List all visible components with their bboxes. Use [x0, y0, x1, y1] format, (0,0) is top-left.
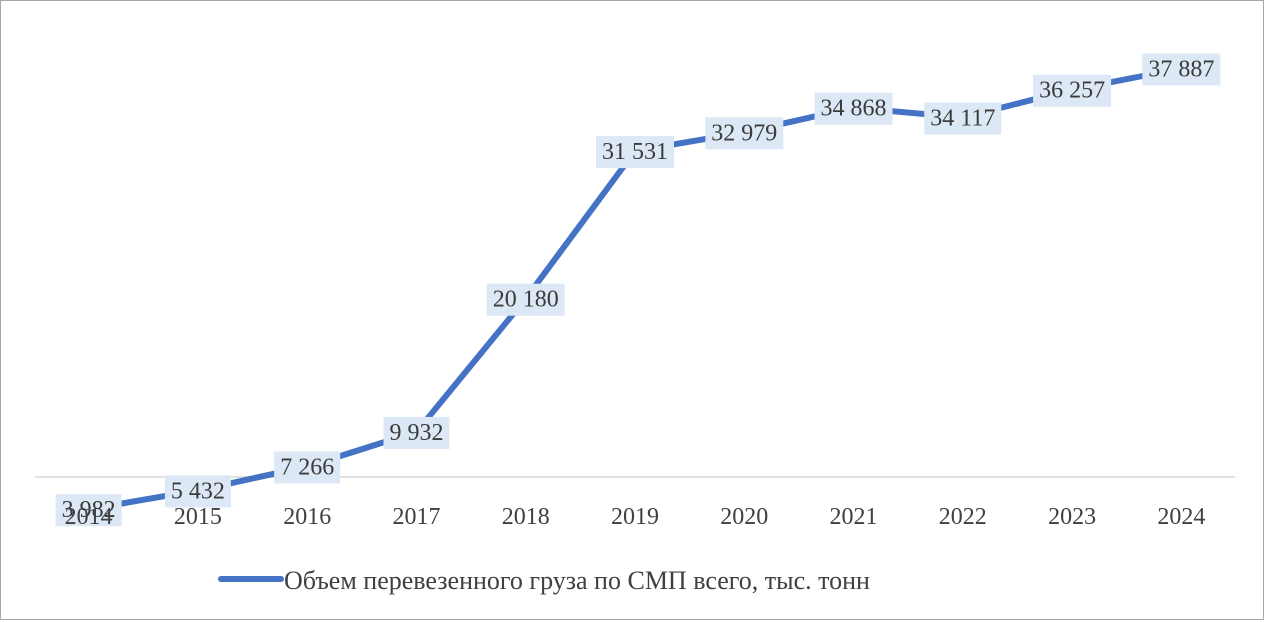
x-tick-label-2017: 2017 [393, 504, 441, 530]
x-axis-tick-labels: 2014 2015 2016 2017 2018 2019 2020 2021 2022 2023… [65, 504, 1206, 530]
legend-label: Объем перевезенного груза по СМП всего, … [284, 566, 870, 595]
legend: Объем перевезенного груза по СМП всего, … [218, 566, 870, 595]
x-tick-label-2019: 2019 [611, 504, 659, 530]
x-tick-label-2016: 2016 [283, 504, 331, 530]
data-label-background [164, 475, 231, 508]
x-tick-label-2022: 2022 [939, 504, 987, 530]
data-label-2020: 32 979 [705, 117, 784, 150]
x-tick-label-2015: 2015 [174, 504, 222, 530]
data-label-background [814, 92, 893, 125]
data-label-text: 36 257 [1039, 78, 1105, 104]
data-label-text: 31 531 [602, 139, 668, 165]
data-label-2023: 36 257 [1033, 74, 1112, 107]
data-label-2016: 7 266 [274, 451, 341, 484]
data-label-background [486, 283, 565, 316]
data-label-2022: 34 117 [924, 102, 1002, 135]
data-label-text: 34 117 [930, 106, 995, 132]
data-label-text: 9 932 [390, 420, 444, 446]
x-tick-label-2018: 2018 [502, 504, 550, 530]
data-label-background [705, 117, 784, 150]
data-label-2021: 34 868 [814, 92, 893, 125]
x-tick-label-2020: 2020 [720, 504, 768, 530]
x-tick-label-2014: 2014 [65, 504, 113, 530]
data-label-text: 34 868 [821, 96, 887, 122]
data-label-text: 5 432 [171, 478, 225, 504]
data-label-2018: 20 180 [486, 283, 565, 316]
data-label-background [1033, 74, 1112, 107]
data-label-text: 3 982 [62, 497, 116, 523]
data-label-background [55, 494, 122, 527]
data-labels-group: 3 982 5 432 7 266 9 932 20 180 31 531 32 979 34… [55, 53, 1221, 527]
x-tick-label-2024: 2024 [1157, 504, 1205, 530]
data-label-background [1142, 53, 1221, 86]
x-tick-label-2021: 2021 [830, 504, 878, 530]
data-label-text: 37 887 [1148, 57, 1214, 83]
data-label-background [274, 451, 341, 484]
data-label-2019: 31 531 [596, 136, 674, 169]
data-label-2014: 3 982 [55, 494, 122, 527]
data-label-text: 7 266 [280, 455, 334, 481]
data-label-2017: 9 932 [383, 416, 450, 449]
data-label-background [924, 102, 1002, 135]
series-line [85, 65, 1185, 513]
data-label-background [596, 136, 674, 169]
series-group [85, 65, 1185, 513]
data-label-text: 20 180 [493, 287, 559, 313]
x-tick-label-2023: 2023 [1048, 504, 1096, 530]
data-label-2024: 37 887 [1142, 53, 1221, 86]
data-label-text: 32 979 [711, 120, 777, 146]
data-label-2015: 5 432 [164, 475, 231, 508]
data-label-background [383, 416, 450, 449]
